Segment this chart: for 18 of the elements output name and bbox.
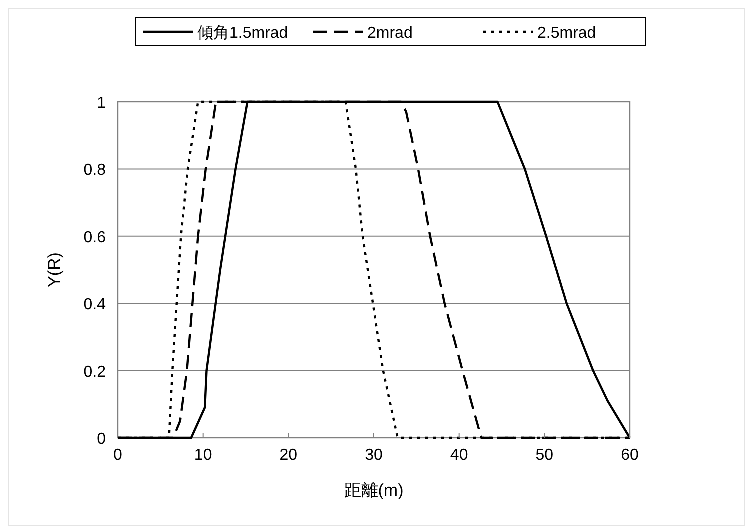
x-tick-label: 20 [280,447,298,464]
legend-label: 2.5mrad [538,25,596,42]
y-tick-label: 0.8 [84,162,106,180]
y-axis-title: Y(R) [45,252,64,288]
legend-label: 傾角1.5mrad [198,25,288,42]
x-tick-label: 60 [621,447,639,464]
x-axis-title: 距離(m) [344,481,404,500]
x-tick-label: 0 [114,447,123,464]
legend-label: 2mrad [368,25,413,42]
x-tick-label: 10 [194,447,212,464]
y-tick-label: 1 [97,95,106,112]
y-tick-label: 0.2 [84,364,106,381]
x-tick-label: 30 [365,447,383,464]
y-tick-label: 0.4 [84,296,106,314]
x-tick-label: 40 [450,447,468,464]
y-tick-label: 0 [97,431,106,448]
x-tick-label: 50 [536,447,554,464]
y-tick-label: 0.6 [84,229,106,246]
